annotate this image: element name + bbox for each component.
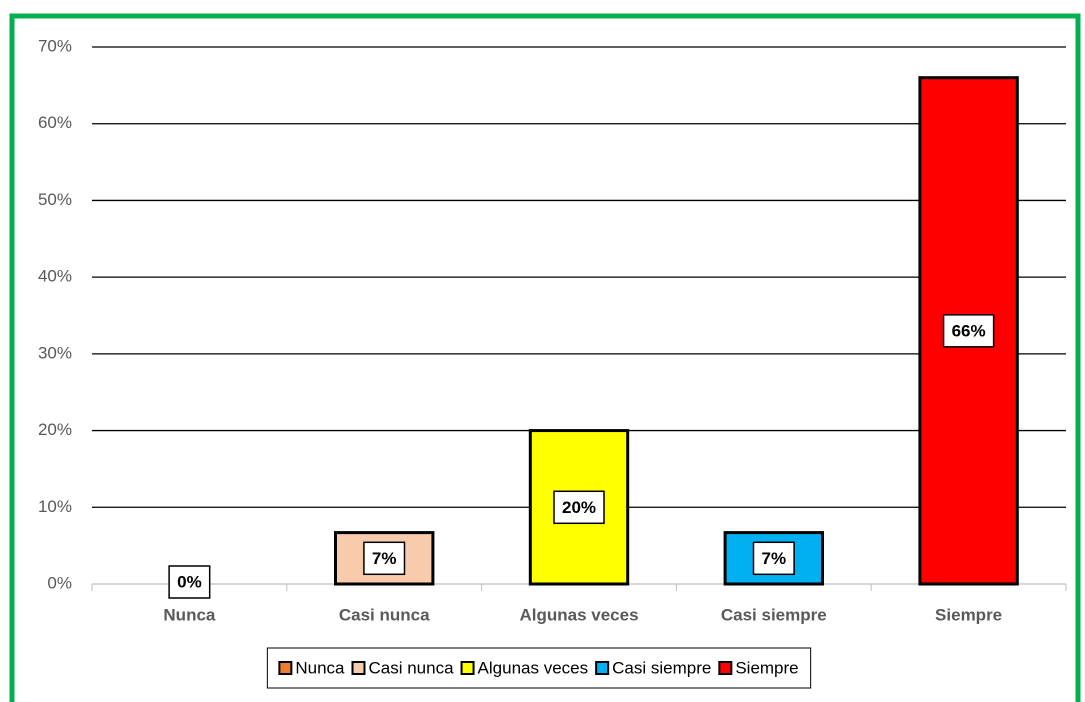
legend-label: Nunca (295, 658, 345, 677)
y-tick-label: 0% (47, 573, 72, 592)
y-tick-label: 60% (38, 113, 72, 132)
legend-swatch (460, 661, 475, 675)
legend-swatch (595, 661, 610, 675)
data-label: 20% (562, 498, 596, 517)
data-label-box (942, 314, 995, 348)
legend-label: Siempre (735, 658, 798, 677)
y-tick-label: 50% (38, 190, 72, 209)
y-tick-label: 30% (38, 343, 72, 362)
y-tick-label: 70% (38, 36, 72, 55)
legend-swatch (351, 661, 366, 675)
y-tick-label: 10% (38, 497, 72, 516)
y-tick-label: 40% (38, 267, 72, 286)
x-tick-label: Nunca (163, 605, 216, 624)
data-label: 7% (762, 549, 787, 568)
legend-swatch (278, 661, 293, 675)
x-tick-label: Algunas veces (519, 605, 638, 624)
data-label-box (363, 541, 406, 576)
chart-border (9, 13, 1081, 702)
data-label-box (553, 490, 605, 525)
data-label: 7% (372, 549, 397, 568)
x-tick-label: Casi nunca (339, 605, 430, 624)
y-tick-label: 20% (38, 420, 72, 439)
legend-label: Casi siempre (612, 658, 711, 677)
legend-label: Casi nunca (368, 658, 454, 677)
x-tick-label: Siempre (935, 605, 1002, 624)
data-label: 66% (952, 321, 986, 340)
legend-label: Algunas veces (478, 658, 589, 677)
data-label: 0% (177, 572, 202, 591)
data-label-box (168, 565, 211, 599)
x-tick-label: Casi siempre (721, 605, 827, 624)
data-label-box (752, 541, 795, 576)
legend-swatch (718, 661, 733, 675)
